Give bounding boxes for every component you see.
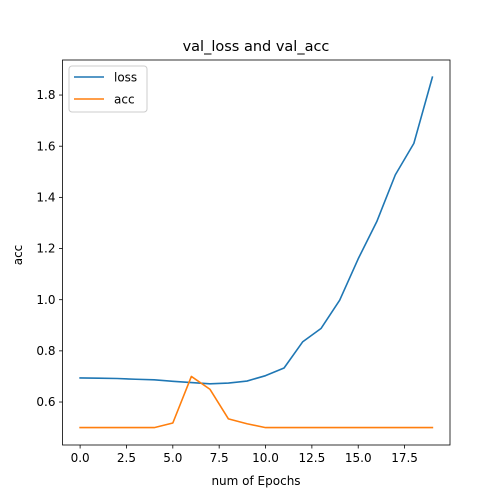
x-tick-label: 2.5 xyxy=(117,451,136,465)
y-tick-label: 1.2 xyxy=(36,242,55,256)
y-axis: 0.6 0.8 1.0 1.2 1.4 1.6 1.8 xyxy=(36,88,63,409)
y-tick-label: 0.6 xyxy=(36,395,55,409)
chart-title: val_loss and val_acc xyxy=(183,39,330,55)
x-tick-label: 7.5 xyxy=(210,451,229,465)
y-tick-label: 1.6 xyxy=(36,139,55,153)
series-line-acc xyxy=(79,375,434,429)
legend: loss acc xyxy=(68,65,148,113)
legend-label-loss: loss xyxy=(114,70,137,84)
x-axis: 0.0 2.5 5.0 7.5 10.0 12.5 15.0 17.5 xyxy=(71,445,418,465)
x-axis-title: num of Epochs xyxy=(211,474,300,488)
x-tick-label: 10.0 xyxy=(252,451,279,465)
plot-frame xyxy=(62,59,451,446)
legend-label-acc: acc xyxy=(114,92,135,106)
series-line-loss xyxy=(79,76,434,385)
y-tick-label: 1.0 xyxy=(36,293,55,307)
plot-area xyxy=(62,59,451,446)
series-group xyxy=(79,76,434,429)
x-tick-label: 5.0 xyxy=(163,451,182,465)
x-tick-label: 0.0 xyxy=(71,451,90,465)
x-tick-label: 15.0 xyxy=(345,451,372,465)
x-tick-label: 12.5 xyxy=(299,451,326,465)
x-tick-label: 17.5 xyxy=(391,451,418,465)
y-tick-label: 1.4 xyxy=(36,191,55,205)
y-axis-title: acc xyxy=(11,245,25,266)
y-tick-label: 1.8 xyxy=(36,88,55,102)
y-tick-label: 0.8 xyxy=(36,344,55,358)
